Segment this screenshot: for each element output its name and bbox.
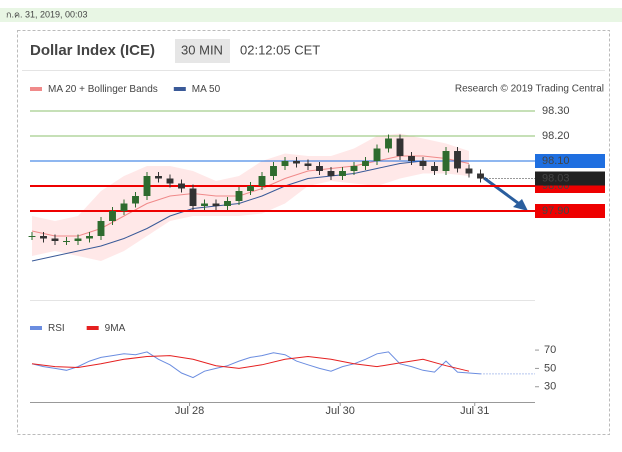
- candle: [235, 191, 243, 201]
- candle: [86, 236, 93, 239]
- candle: [408, 156, 415, 161]
- candle: [327, 171, 335, 176]
- price-tag-label: 97.90: [542, 205, 570, 217]
- clock: 02:12:05 CET: [240, 42, 320, 57]
- candle: [212, 203, 220, 206]
- legend-label: MA 50: [192, 84, 221, 95]
- candle: [431, 166, 438, 171]
- price-tag-label: 98.30: [542, 105, 570, 117]
- last-price-tag: [535, 171, 605, 186]
- candle: [316, 166, 323, 171]
- timestamp: ก.ค. 31, 2019, 00:03: [6, 9, 88, 19]
- candle: [178, 183, 185, 189]
- candle: [477, 173, 484, 179]
- candle: [109, 211, 116, 221]
- widget-title: Dollar Index (ICE): [30, 42, 155, 59]
- candle: [189, 188, 197, 206]
- bollinger-band: [32, 133, 469, 261]
- legend-swatch: [173, 87, 186, 91]
- status-strip: [0, 8, 622, 22]
- rsi-tick-label: 70: [544, 344, 556, 356]
- candle: [350, 166, 358, 171]
- candle: [339, 171, 346, 176]
- candle: [74, 238, 82, 241]
- candle: [373, 148, 381, 161]
- candle: [304, 163, 312, 166]
- candle: [442, 151, 450, 171]
- candle: [247, 186, 254, 191]
- candle: [281, 161, 289, 166]
- rsi-line: [31, 351, 481, 379]
- timeframe-box[interactable]: [175, 39, 230, 63]
- legend-swatch: [30, 326, 42, 330]
- last-price-label: 98.03: [542, 172, 570, 184]
- legend-swatch: [86, 326, 99, 330]
- candle: [51, 238, 59, 241]
- candle: [132, 196, 139, 204]
- price-tag-label: 98.20: [542, 130, 570, 142]
- candle: [63, 241, 70, 242]
- candle: [201, 203, 208, 206]
- candle: [155, 176, 162, 179]
- candle: [270, 166, 277, 176]
- candle: [40, 236, 47, 239]
- candle: [258, 176, 266, 186]
- forecast-arrowhead: [513, 199, 528, 211]
- legend-label: RSI: [48, 323, 65, 334]
- candle: [28, 236, 36, 237]
- candle: [396, 138, 404, 156]
- candle: [143, 176, 151, 196]
- candle: [224, 201, 231, 206]
- candle: [454, 151, 461, 169]
- candle: [465, 168, 473, 174]
- rsi-tick-label: 30: [544, 381, 556, 393]
- candle: [166, 178, 174, 184]
- price-tag: [535, 204, 605, 218]
- legend-label: MA 20 + Bollinger Bands: [48, 84, 158, 95]
- candle: [385, 138, 392, 149]
- candle: [293, 161, 300, 164]
- candle: [97, 221, 105, 236]
- forecast-arrow: [483, 176, 523, 208]
- candle: [419, 161, 427, 166]
- timeframe[interactable]: 30 MIN: [181, 42, 223, 57]
- moving-average: [31, 160, 469, 262]
- legend-label: 9MA: [105, 323, 126, 334]
- price-tag-label: 98.10: [542, 155, 570, 167]
- legend-swatch: [30, 87, 42, 91]
- x-tick-label: Jul 30: [326, 405, 355, 417]
- x-tick-label: Jul 31: [460, 405, 489, 417]
- rsi-tick-label: 50: [544, 362, 556, 374]
- rsi-line: [31, 355, 470, 372]
- candle: [362, 161, 369, 166]
- x-tick-label: Jul 28: [175, 405, 204, 417]
- price-tag: [535, 154, 605, 168]
- source: Research © 2019 Trading Central: [455, 84, 604, 95]
- widget-frame: [17, 30, 610, 435]
- candle: [120, 203, 128, 211]
